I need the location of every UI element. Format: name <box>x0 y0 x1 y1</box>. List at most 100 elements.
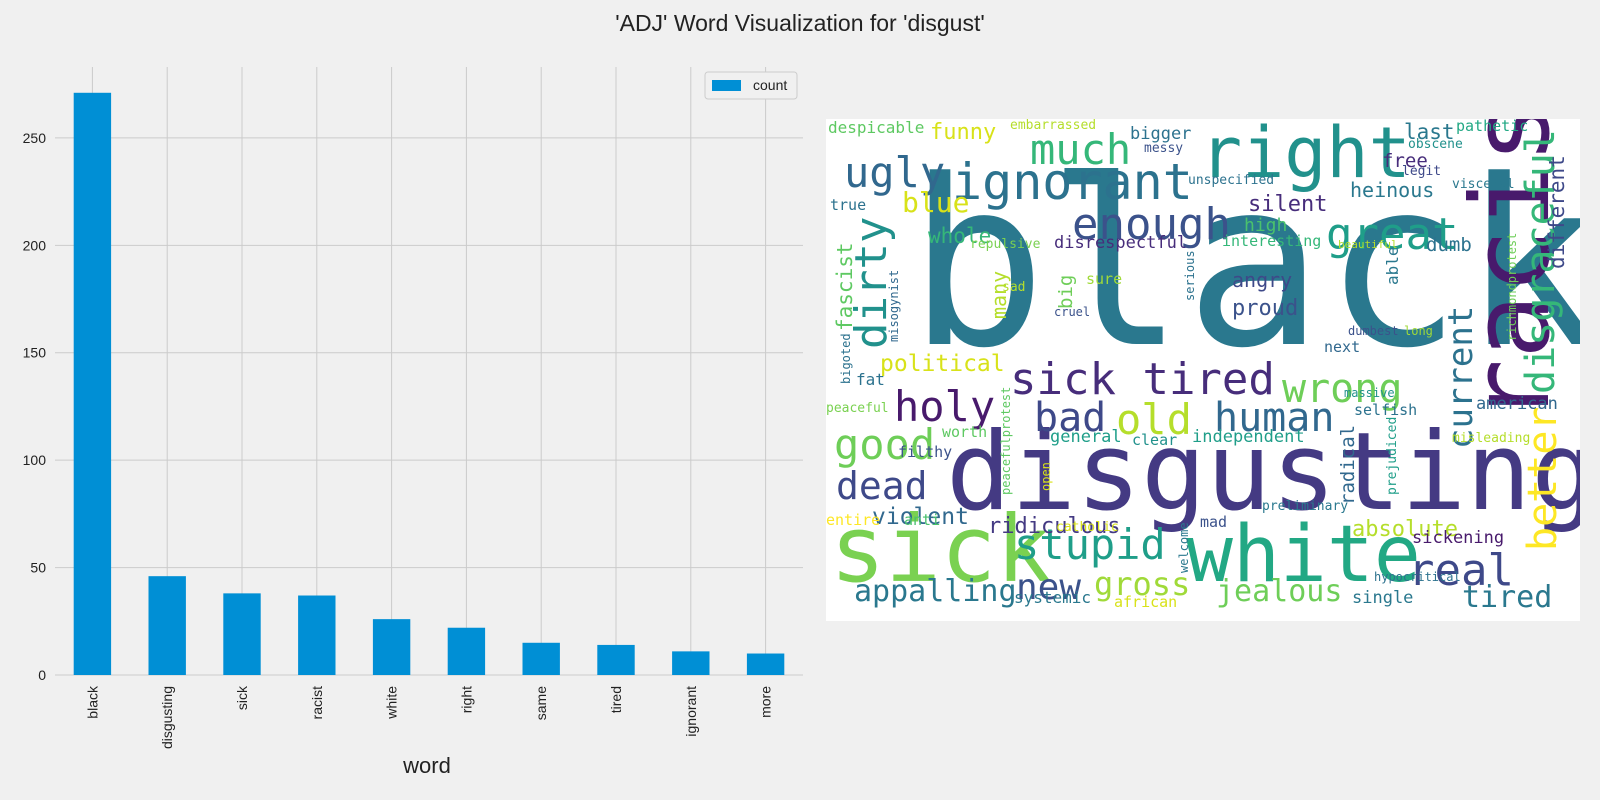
word-cloud-word: preliminary <box>1262 499 1348 514</box>
grid-lines <box>55 67 803 676</box>
word-cloud-word: sick <box>830 496 1052 603</box>
x-tick-label: ignorant <box>683 686 699 737</box>
word-cloud-word: big <box>1055 275 1077 309</box>
x-tick-label: right <box>458 686 474 713</box>
word-cloud-word: silent <box>1248 192 1327 217</box>
word-cloud-word: peaceful <box>826 401 889 416</box>
word-cloud-word: disgusting <box>946 410 1580 535</box>
y-tick-label: 0 <box>38 667 46 683</box>
word-cloud-word: dirty <box>846 217 897 349</box>
word-cloud-word: anti <box>904 511 940 529</box>
word-cloud-word: worth <box>942 423 987 441</box>
word-cloud-word: filthy <box>898 443 952 461</box>
x-tick-label: disgusting <box>159 686 175 749</box>
word-cloud-word: beautiful <box>1338 238 1398 251</box>
word-cloud-word: human <box>1214 395 1334 441</box>
word-cloud-word: black <box>908 132 1580 399</box>
word-cloud-word: despicable <box>828 119 924 137</box>
word-cloud-word: serious <box>1183 250 1197 301</box>
word-cloud-word: richmondprotest <box>1505 233 1519 341</box>
word-cloud-word: cruel <box>1054 305 1090 319</box>
word-cloud-word: blue <box>902 186 969 219</box>
word-cloud-word: high <box>1244 215 1287 236</box>
legend-frame <box>704 71 798 100</box>
word-cloud-word: messy <box>1144 141 1183 156</box>
word-cloud-word: dead <box>836 464 928 508</box>
bar <box>447 627 486 675</box>
word-cloud-word: sick tired <box>1010 354 1275 405</box>
bar <box>73 92 112 675</box>
legend-label: count <box>753 77 787 93</box>
word-cloud-word: political <box>880 351 1005 377</box>
word-cloud-word: much <box>1030 125 1131 174</box>
word-cloud-word: next <box>1324 338 1360 356</box>
bar <box>672 651 710 675</box>
y-tick-label: 200 <box>23 237 47 253</box>
x-tick-label: more <box>758 686 774 718</box>
word-cloud-word: obscene <box>1408 137 1463 152</box>
word-cloud-word: last <box>1404 120 1455 144</box>
word-cloud-word: true <box>830 196 866 214</box>
word-cloud-word: prejudiced <box>1385 417 1400 495</box>
word-cloud-word: free <box>1382 150 1428 172</box>
word-cloud-word: sickening <box>1412 528 1504 548</box>
y-tick-label: 100 <box>23 452 47 468</box>
bar <box>597 644 635 675</box>
word-cloud-word: absolute <box>1352 517 1458 542</box>
word-cloud-word: whole <box>928 224 991 248</box>
bar <box>372 619 411 675</box>
word-cloud-word: new <box>1016 567 1081 608</box>
word-cloud-word: fat <box>856 370 885 389</box>
bar <box>298 595 336 675</box>
word-cloud-word: gross <box>1094 565 1190 603</box>
x-tick-label: racist <box>309 686 325 720</box>
legend-swatch <box>712 80 741 91</box>
bar-chart: 0 50 100 150 200 250 black disgusting sick racis… <box>23 67 803 778</box>
word-cloud-word: different <box>1545 155 1569 269</box>
word-cloud-word: visceral <box>1452 177 1515 192</box>
word-cloud-word: bigoted <box>839 333 853 384</box>
word-cloud-word: violent <box>872 504 969 530</box>
bar <box>522 642 560 675</box>
x-tick-label: black <box>84 685 100 719</box>
word-cloud-word: misleading <box>1452 431 1530 446</box>
word-cloud-word: independent <box>1192 427 1305 447</box>
word-cloud-word: catholic <box>1056 520 1119 535</box>
y-tick-label: 150 <box>23 345 47 361</box>
word-cloud-word: right <box>1200 119 1411 194</box>
word-cloud-word: open <box>1039 462 1053 491</box>
word-cloud-word: stupid <box>1014 520 1166 569</box>
word-cloud-word: sure <box>1086 270 1122 288</box>
word-cloud-word: funny <box>930 120 996 145</box>
word-cloud-word: repulsive <box>970 237 1041 252</box>
word-cloud-word: mad <box>1200 513 1227 531</box>
x-tick-label: same <box>533 686 549 720</box>
word-cloud-word: wrong <box>1282 366 1402 412</box>
bar <box>746 653 785 675</box>
word-cloud-word: ignorant <box>952 153 1193 211</box>
word-cloud-word: many <box>987 271 1011 319</box>
word-cloud-word: interesting <box>1222 232 1321 250</box>
word-cloud-word: appalling <box>854 574 1017 609</box>
word-cloud-word: entire <box>826 511 880 529</box>
word-cloud-word: bigger <box>1130 124 1191 144</box>
x-tick-label: white <box>384 686 400 720</box>
word-cloud-word: selfish <box>1354 401 1417 419</box>
word-cloud-word: ugly <box>844 148 945 197</box>
x-axis-label: word <box>402 753 451 778</box>
word-cloud-word: massive <box>1344 386 1395 400</box>
bars <box>73 92 785 675</box>
word-cloud-word: welcome <box>1177 522 1191 573</box>
word-cloud-word: ridiculous <box>988 514 1120 539</box>
word-cloud-word: enough <box>1072 199 1231 250</box>
word-cloud-word: dumbest <box>1348 324 1399 338</box>
x-tick-label: sick <box>234 685 250 710</box>
word-cloud-word: misogynist <box>887 270 901 342</box>
word-cloud-word: pathetic <box>1456 119 1528 135</box>
word-cloud-word: heinous <box>1350 178 1434 202</box>
y-tick-label: 50 <box>30 560 46 576</box>
x-tick-label: tired <box>608 686 624 713</box>
word-cloud-word: legit <box>1402 164 1441 179</box>
word-cloud: black disgusting racist sick white right ignor… <box>826 119 1580 621</box>
figure-title: 'ADJ' Word Visualization for 'disgust' <box>615 10 985 36</box>
